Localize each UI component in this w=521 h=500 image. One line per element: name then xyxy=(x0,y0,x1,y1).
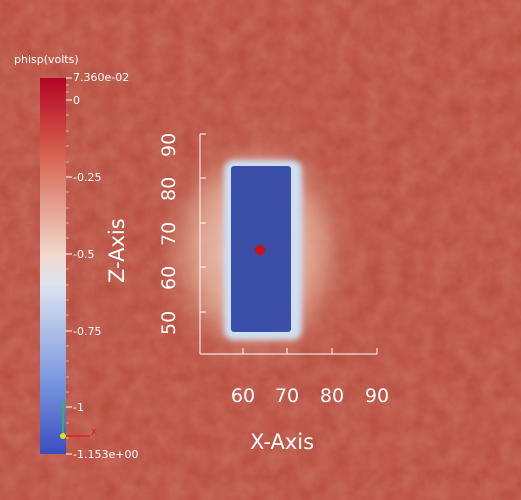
colorbar-ticks xyxy=(66,77,72,455)
colorbar-tick-label: -0.5 xyxy=(73,248,95,261)
colorbar-tick-label: -1 xyxy=(73,401,84,414)
x-tick-label: 90 xyxy=(364,385,390,407)
colorbar-minor-ticks xyxy=(66,84,69,439)
z-tick-label: 70 xyxy=(158,221,180,246)
colorbar-title: phisp(volts) xyxy=(14,53,79,66)
colorbar-tick-label: 0 xyxy=(73,94,80,107)
z-tick-label: 80 xyxy=(158,176,180,201)
colorbar-max-label: 7.360e-02 xyxy=(73,71,130,84)
orientation-x-label: X xyxy=(91,428,98,438)
z-axis-title: Z-Axis xyxy=(105,218,129,283)
z-tick-label: 60 xyxy=(158,265,180,290)
orientation-triad xyxy=(60,406,90,439)
colorbar-tick-label: -0.75 xyxy=(73,325,102,338)
probe-marker xyxy=(255,245,265,255)
z-tick-label: 50 xyxy=(158,310,180,335)
colorbar-gradient xyxy=(40,78,66,454)
x-tick-label: 60 xyxy=(230,385,256,407)
z-tick-label: 90 xyxy=(158,132,180,157)
orientation-z-label: Z xyxy=(61,399,68,409)
x-tick-label: 70 xyxy=(274,385,300,407)
colorbar-min-label: -1.153e+00 xyxy=(73,448,139,461)
colorbar-tick-label: -0.25 xyxy=(73,171,102,184)
x-axis-title: X-Axis xyxy=(250,430,315,454)
x-tick-label: 80 xyxy=(319,385,345,407)
